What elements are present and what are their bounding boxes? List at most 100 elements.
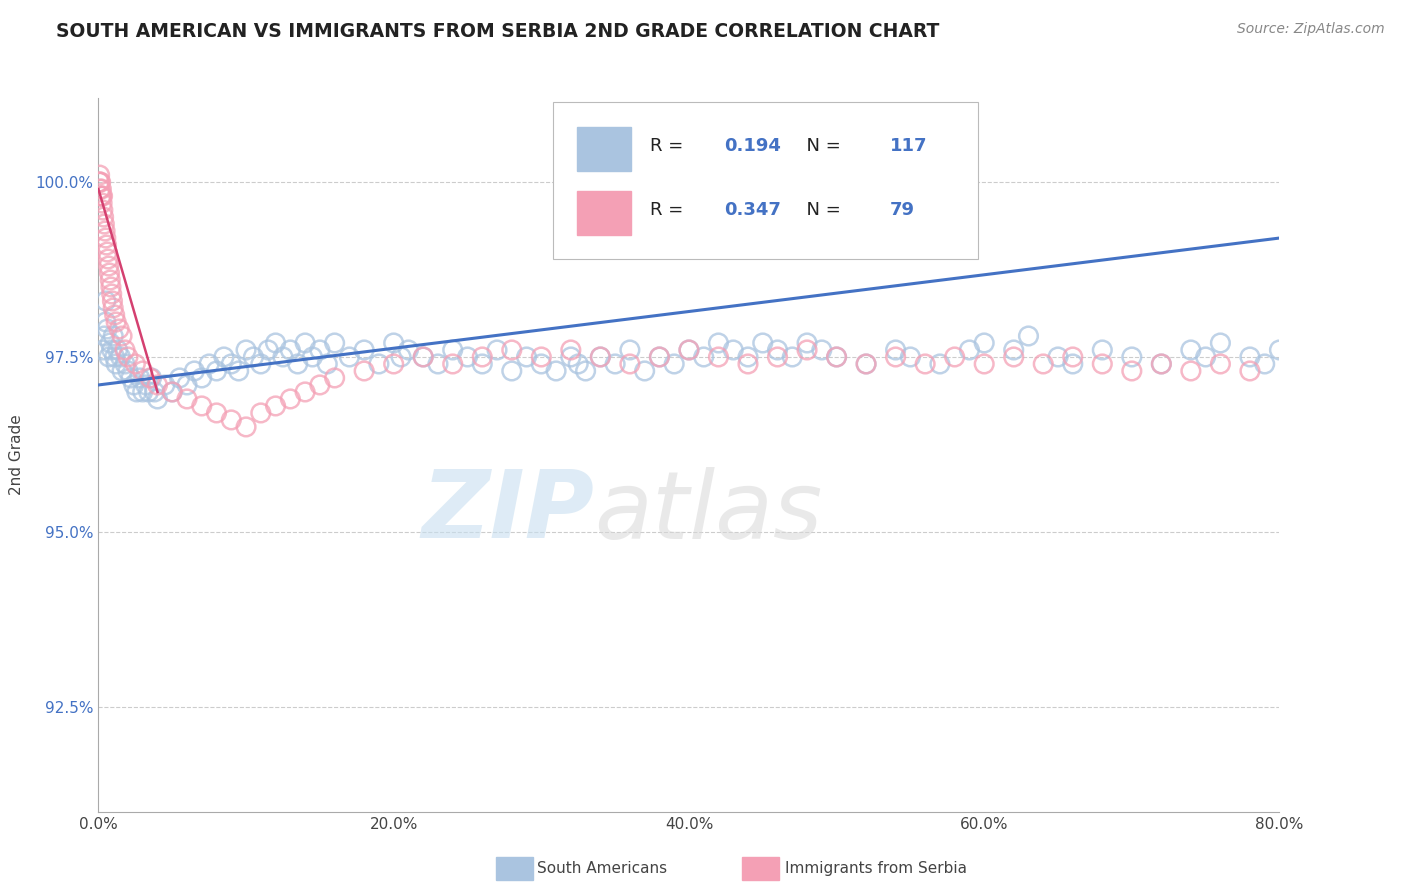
Point bbox=[143, 384, 166, 399]
FancyBboxPatch shape bbox=[553, 102, 979, 259]
Point bbox=[278, 343, 302, 357]
Point bbox=[1209, 336, 1232, 351]
Point bbox=[707, 350, 730, 364]
Point bbox=[93, 329, 115, 343]
Point bbox=[560, 343, 582, 357]
Point bbox=[132, 384, 155, 399]
Point bbox=[287, 357, 309, 371]
Text: atlas: atlas bbox=[595, 467, 823, 558]
Point bbox=[353, 364, 375, 378]
Point bbox=[737, 357, 759, 371]
Point bbox=[1180, 364, 1202, 378]
Point bbox=[456, 350, 478, 364]
Point bbox=[125, 384, 148, 399]
Point bbox=[183, 364, 205, 378]
Point bbox=[825, 350, 848, 364]
Point bbox=[96, 238, 118, 252]
Point bbox=[294, 336, 316, 351]
Point bbox=[97, 252, 120, 266]
Text: R =: R = bbox=[650, 137, 689, 155]
Point bbox=[169, 371, 191, 385]
Point bbox=[914, 357, 936, 371]
Point bbox=[693, 350, 716, 364]
Point bbox=[162, 384, 183, 399]
Point bbox=[219, 413, 243, 427]
Point bbox=[567, 357, 589, 371]
Point bbox=[107, 343, 129, 357]
Text: ZIP: ZIP bbox=[422, 466, 595, 558]
Point bbox=[412, 350, 434, 364]
Point bbox=[323, 336, 346, 351]
Point bbox=[737, 350, 759, 364]
Point bbox=[855, 357, 877, 371]
Point bbox=[1239, 350, 1261, 364]
Point bbox=[191, 371, 214, 385]
Point bbox=[250, 357, 273, 371]
Point bbox=[141, 371, 163, 385]
Text: R =: R = bbox=[650, 202, 689, 219]
Point bbox=[94, 231, 117, 245]
Point bbox=[146, 392, 169, 406]
Point bbox=[294, 384, 316, 399]
Point bbox=[560, 350, 582, 364]
Point bbox=[103, 301, 125, 315]
Point bbox=[884, 343, 907, 357]
Text: SOUTH AMERICAN VS IMMIGRANTS FROM SERBIA 2ND GRADE CORRELATION CHART: SOUTH AMERICAN VS IMMIGRANTS FROM SERBIA… bbox=[56, 22, 939, 41]
Point bbox=[471, 350, 494, 364]
Point bbox=[191, 399, 214, 413]
Point bbox=[796, 336, 818, 351]
Point bbox=[1091, 357, 1114, 371]
Point bbox=[353, 343, 375, 357]
Text: 0.347: 0.347 bbox=[724, 202, 782, 219]
Point bbox=[103, 329, 125, 343]
Point bbox=[98, 273, 121, 287]
Point bbox=[89, 175, 111, 189]
Point bbox=[104, 350, 127, 364]
Text: N =: N = bbox=[796, 137, 846, 155]
Point bbox=[101, 293, 124, 308]
Point bbox=[94, 224, 117, 238]
Point bbox=[1357, 350, 1379, 364]
Point bbox=[205, 364, 228, 378]
Point bbox=[723, 343, 745, 357]
FancyBboxPatch shape bbox=[576, 191, 631, 235]
Point bbox=[605, 357, 627, 371]
Point bbox=[1386, 357, 1406, 371]
Point bbox=[959, 343, 981, 357]
Point bbox=[1121, 364, 1143, 378]
Point bbox=[589, 350, 612, 364]
Point bbox=[1002, 343, 1025, 357]
Point bbox=[1002, 350, 1025, 364]
Point bbox=[309, 378, 332, 392]
Point bbox=[471, 357, 494, 371]
Point bbox=[176, 378, 198, 392]
Point bbox=[98, 336, 121, 351]
Point bbox=[441, 343, 464, 357]
Point bbox=[1121, 350, 1143, 364]
Point bbox=[100, 343, 122, 357]
Point bbox=[516, 350, 538, 364]
Point bbox=[1268, 343, 1291, 357]
Point bbox=[766, 343, 789, 357]
FancyBboxPatch shape bbox=[576, 127, 631, 171]
Point bbox=[114, 357, 136, 371]
Point bbox=[323, 371, 346, 385]
Point bbox=[619, 343, 641, 357]
Point bbox=[900, 350, 922, 364]
Point bbox=[810, 343, 832, 357]
Text: 117: 117 bbox=[890, 137, 927, 155]
Point bbox=[943, 350, 966, 364]
Point bbox=[90, 189, 112, 203]
Point bbox=[546, 364, 568, 378]
Point bbox=[973, 336, 995, 351]
Point bbox=[973, 357, 995, 371]
Point bbox=[96, 245, 118, 260]
Point bbox=[235, 420, 257, 434]
Point bbox=[1017, 329, 1039, 343]
Point bbox=[205, 406, 228, 420]
Text: N =: N = bbox=[796, 202, 846, 219]
Point bbox=[139, 371, 162, 385]
Point bbox=[1180, 343, 1202, 357]
Point bbox=[250, 406, 273, 420]
Point bbox=[530, 350, 553, 364]
